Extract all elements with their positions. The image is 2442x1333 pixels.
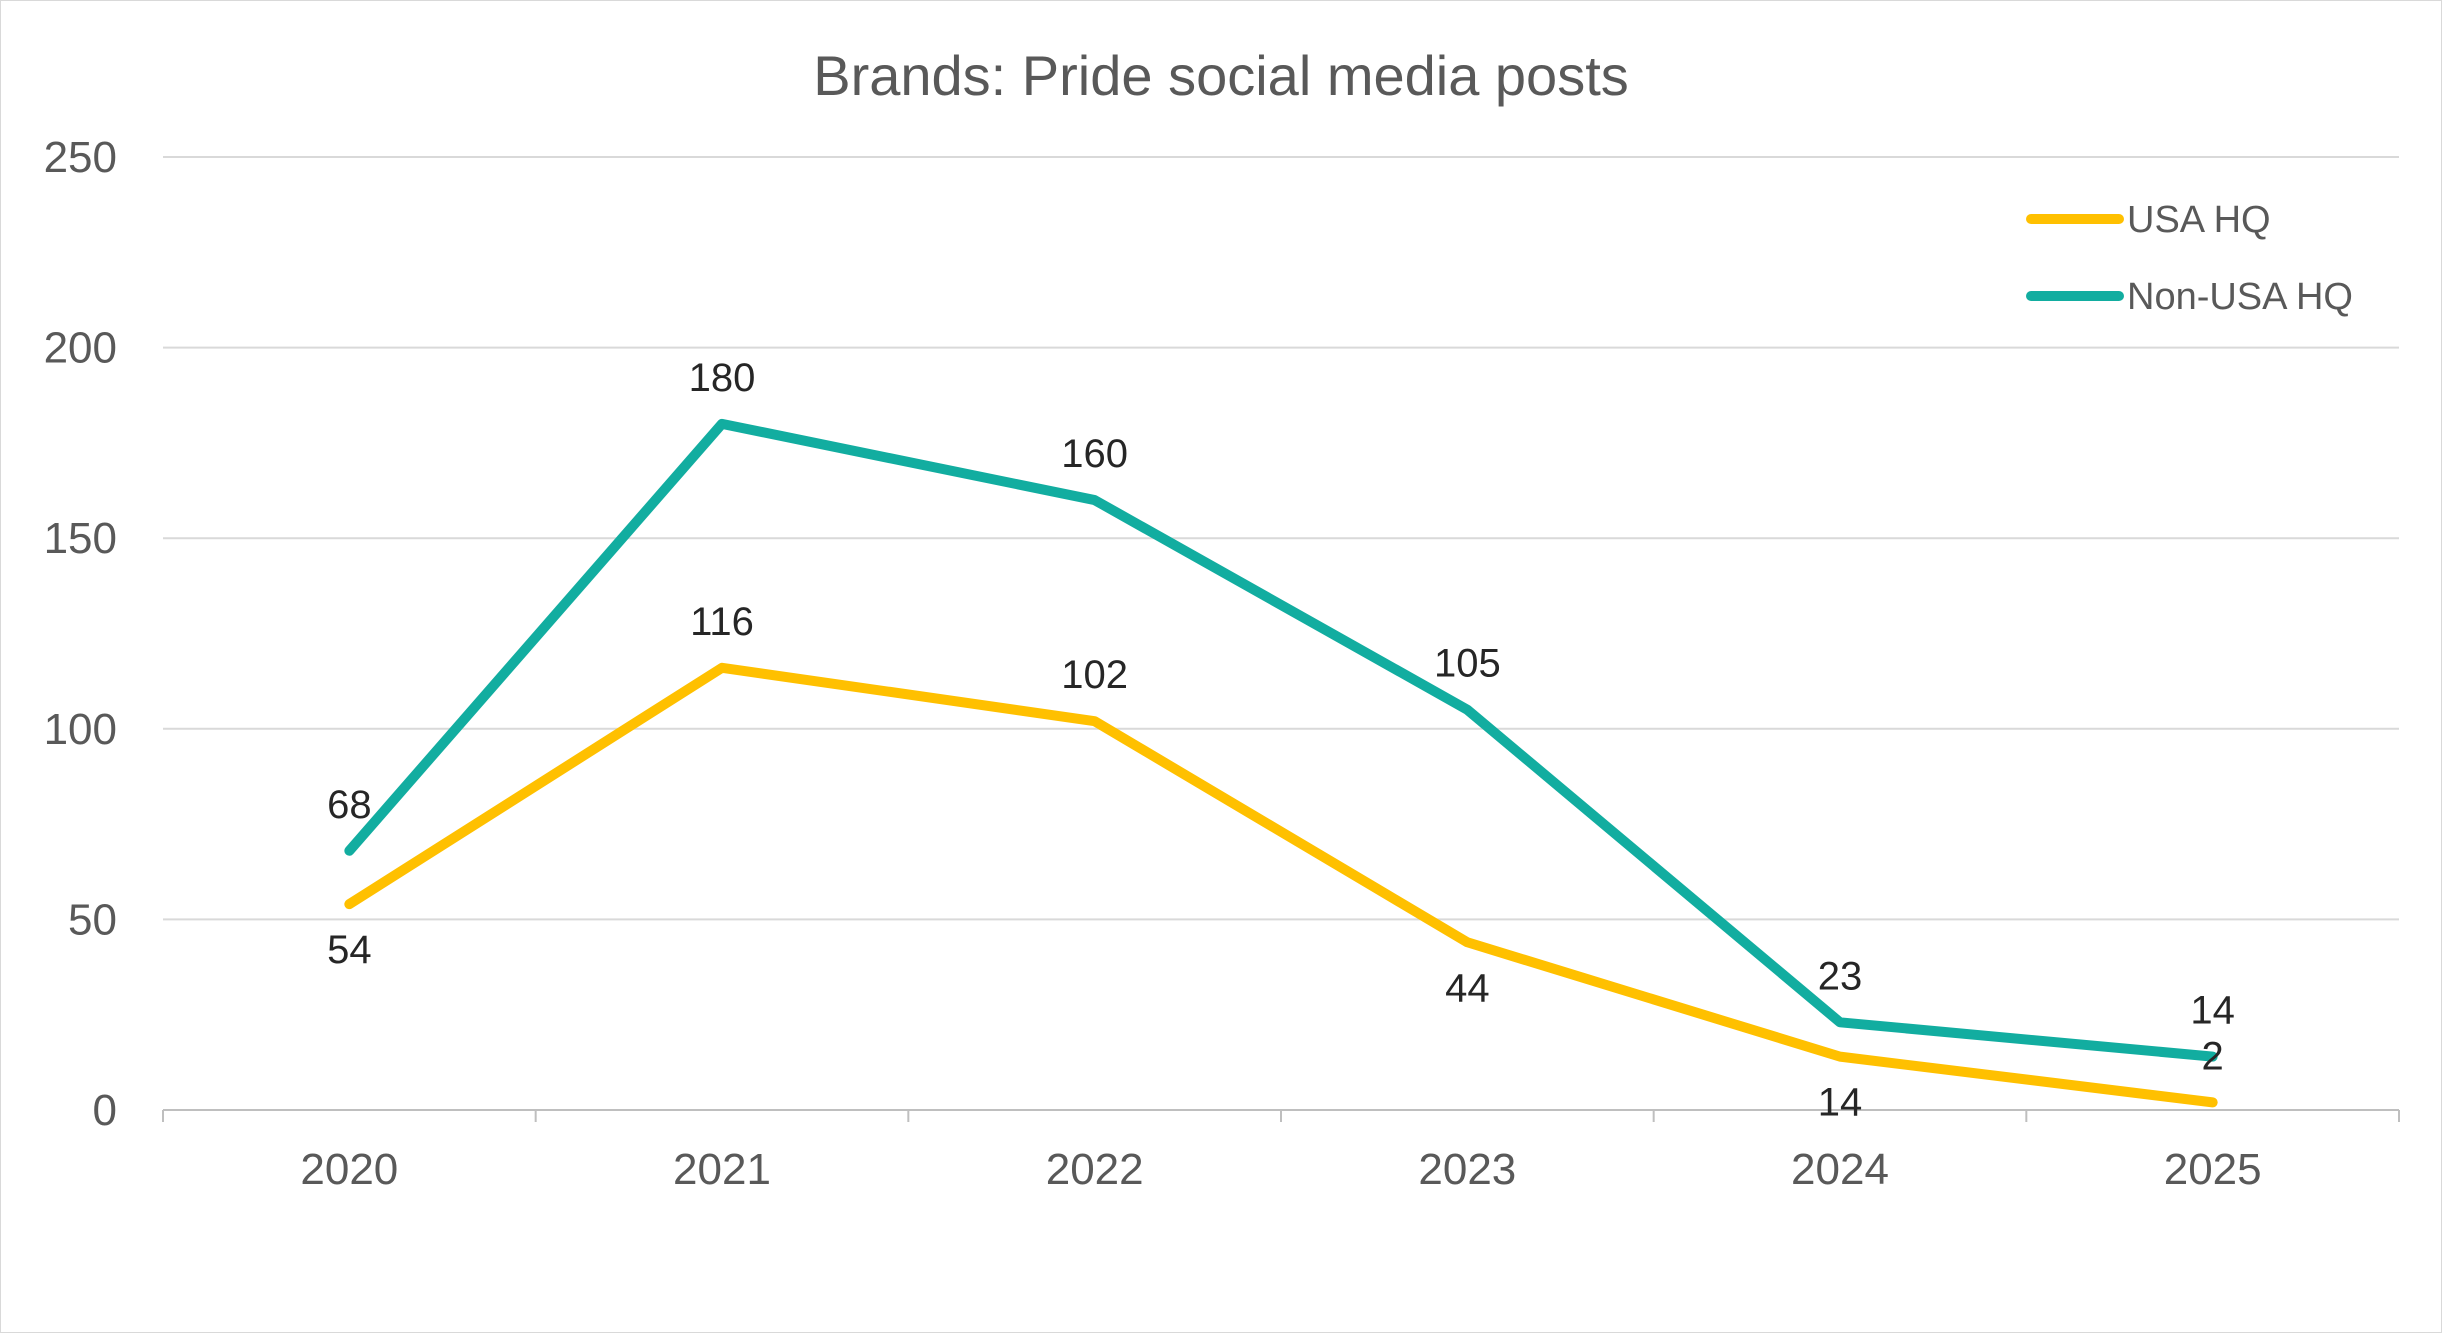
data-label: 14 [1818,1081,1863,1125]
series-lines [344,418,2218,1108]
data-label: 68 [327,783,372,827]
data-label: 54 [327,928,372,972]
y-tick-label: 250 [44,133,117,182]
x-tick-label: 2022 [1046,1145,1144,1194]
y-tick-label: 100 [44,705,117,754]
series-line-1 [344,418,2218,1062]
data-label: 116 [690,600,754,644]
gridlines [163,156,2399,921]
y-axis-labels: 0 50 100 150 200 250 [44,133,117,1135]
x-tick-label: 2025 [2164,1145,2262,1194]
data-label: 160 [1061,432,1128,476]
legend: USA HQ Non-USA HQ [2026,199,2353,318]
data-label: 14 [2190,989,2235,1033]
legend-label: USA HQ [2127,199,2271,241]
x-tick-label: 2021 [673,1145,771,1194]
data-label: 180 [689,356,756,400]
x-tick-label: 2023 [1418,1145,1516,1194]
x-axis [162,1109,2400,1122]
x-axis-labels: 2020 2021 2022 2023 2024 2025 [300,1145,2261,1194]
y-tick-label: 150 [44,514,117,563]
data-label: 105 [1434,642,1501,686]
data-label: 44 [1445,966,1490,1010]
legend-label: Non-USA HQ [2127,276,2353,318]
data-label: 102 [1061,653,1128,697]
y-tick-label: 200 [44,324,117,373]
x-tick-label: 2024 [1791,1145,1889,1194]
data-label: 23 [1818,954,1863,998]
data-label: 2 [2202,1034,2224,1078]
y-tick-label: 0 [93,1086,117,1135]
y-tick-label: 50 [68,895,117,944]
chart-title: Brands: Pride social media posts [813,44,1629,107]
series-line-0 [344,662,2218,1108]
x-tick-label: 2020 [300,1145,398,1194]
